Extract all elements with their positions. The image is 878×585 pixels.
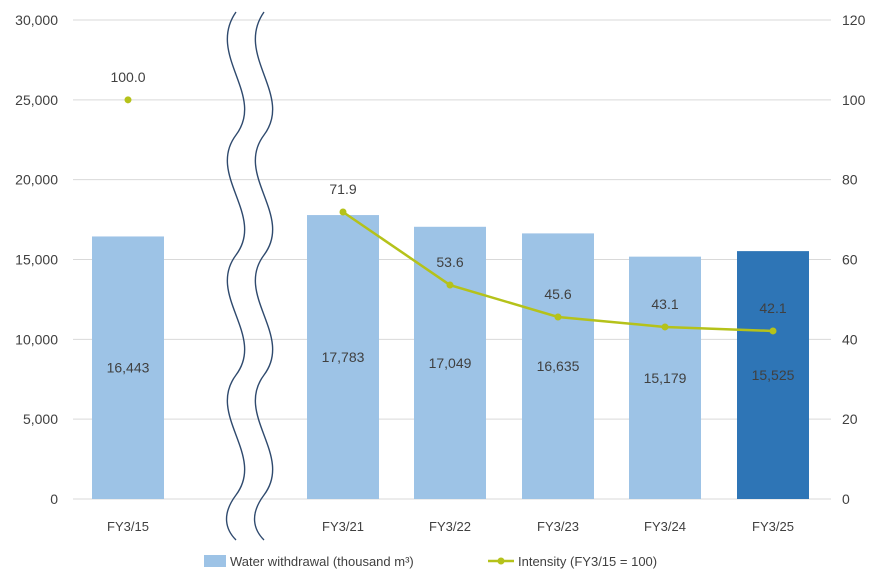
intensity-value-label: 100.0	[110, 69, 145, 85]
right-tick-label: 60	[842, 252, 858, 268]
bar-fy3-15	[92, 236, 164, 500]
left-tick-label: 25,000	[15, 92, 58, 108]
bar-fy3-23	[522, 233, 594, 499]
intensity-value-label: 42.1	[759, 300, 786, 316]
legend-label-intensity: Intensity (FY3/15 = 100)	[518, 554, 657, 569]
axis-break	[225, 11, 274, 541]
left-tick-label: 5,000	[23, 411, 58, 427]
legend-label-water: Water withdrawal (thousand m³)	[230, 554, 414, 569]
x-tick-label: FY3/22	[429, 519, 471, 534]
right-tick-label: 0	[842, 491, 850, 507]
right-tick-label: 40	[842, 331, 858, 347]
x-tick-label: FY3/24	[644, 519, 686, 534]
intensity-marker	[769, 327, 777, 335]
bar-value-label: 16,443	[107, 360, 150, 376]
x-tick-label: FY3/23	[537, 519, 579, 534]
legend: Water withdrawal (thousand m³) Intensity…	[204, 554, 657, 569]
intensity-value-label: 53.6	[436, 254, 463, 270]
axis-break-line-right	[253, 11, 274, 541]
intensity-value-label: 43.1	[651, 296, 678, 312]
left-axis: 0 5,000 10,000 15,000 20,000 25,000 30,000	[15, 12, 58, 507]
right-axis: 0 20 40 60 80 100 120	[842, 12, 866, 507]
left-tick-label: 30,000	[15, 12, 58, 28]
intensity-marker	[446, 281, 454, 289]
right-tick-label: 120	[842, 12, 866, 28]
left-tick-label: 10,000	[15, 331, 58, 347]
right-tick-label: 20	[842, 411, 858, 427]
bar-value-label: 17,049	[429, 355, 472, 371]
x-tick-label: FY3/21	[322, 519, 364, 534]
intensity-value-label: 71.9	[329, 181, 356, 197]
intensity-marker	[339, 208, 347, 216]
bar-fy3-21	[307, 215, 379, 500]
bar-value-label: 17,783	[322, 349, 365, 365]
intensity-marker	[554, 313, 562, 321]
legend-swatch-water	[204, 555, 226, 567]
bar-fy3-25	[737, 251, 809, 499]
left-tick-label: 0	[50, 491, 58, 507]
x-tick-label: FY3/15	[107, 519, 149, 534]
bar-value-label: 15,179	[644, 370, 687, 386]
right-tick-label: 80	[842, 172, 858, 188]
intensity-marker	[661, 323, 669, 331]
bar-value-label: 16,635	[537, 358, 580, 374]
bar-fy3-22	[414, 226, 486, 499]
right-tick-label: 100	[842, 92, 866, 108]
left-tick-label: 20,000	[15, 172, 58, 188]
legend-swatch-intensity-marker	[497, 557, 505, 565]
axis-break-line-left	[225, 11, 246, 541]
x-tick-label: FY3/25	[752, 519, 794, 534]
intensity-line-group: 100.0 71.9 53.6 45.6 43.1 42.1	[110, 69, 787, 335]
left-tick-label: 15,000	[15, 252, 58, 268]
x-axis-labels: FY3/15 FY3/21 FY3/22 FY3/23 FY3/24 FY3/25	[107, 519, 794, 534]
bar-value-label: 15,525	[752, 367, 795, 383]
intensity-value-label: 45.6	[544, 286, 571, 302]
bars: 16,443 17,783 17,049 16,635 15,179 15,525	[92, 215, 809, 500]
intensity-marker	[124, 96, 132, 104]
bar-fy3-24	[629, 256, 701, 499]
